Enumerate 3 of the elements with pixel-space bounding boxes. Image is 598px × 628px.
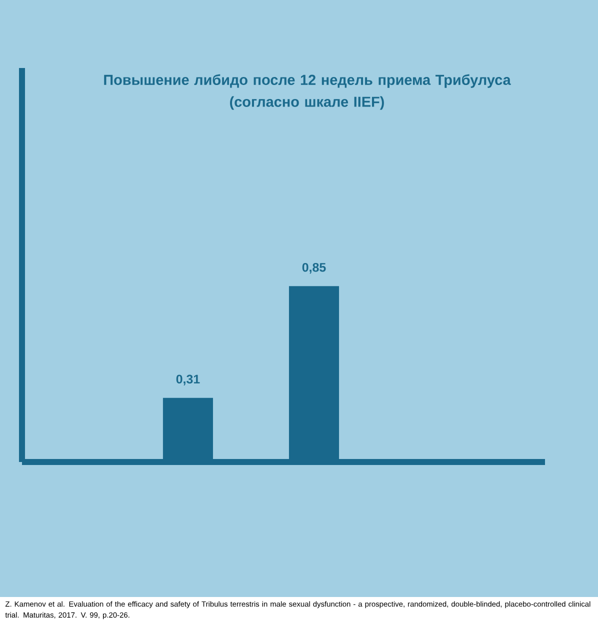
data-label: 0,85 [302,262,326,274]
data-label: 0,31 [176,374,200,386]
chart-title: Повышение либидо после 12 недель приема Трибулуса (согласно шкале IIEF) [104,74,511,110]
